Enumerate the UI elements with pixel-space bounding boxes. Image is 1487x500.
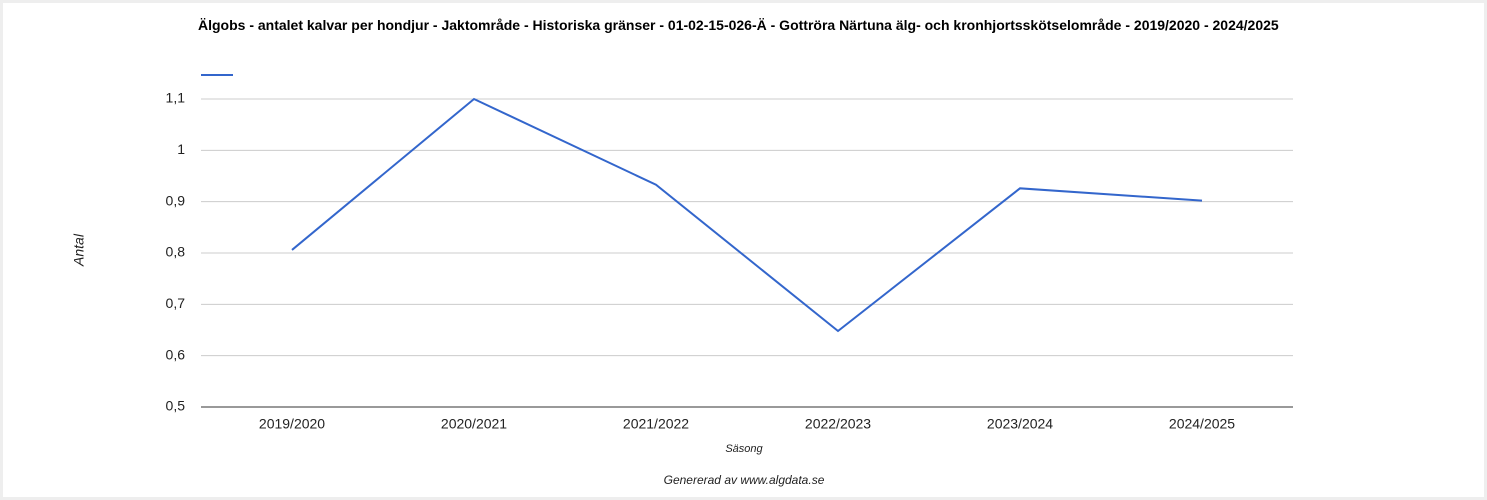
footer: Genererad av www.algdata.se [664,473,825,487]
y-tick-label: 1 [177,141,185,157]
y-tick-label: 0,8 [166,244,186,260]
data-line [291,97,1203,333]
y-tick-label: 0,7 [166,295,186,311]
y-tick-label: 0,5 [166,398,186,414]
chart-title: Älgobs - antalet kalvar per hondjur - Ja… [198,17,1279,33]
x-tick-label: 2023/2024 [987,416,1053,432]
x-tick-label: 2020/2021 [441,416,507,432]
y-tick-label: 1,1 [166,90,186,106]
y-axis-label: Antal [71,233,87,267]
x-tick-label: 2021/2022 [623,416,689,432]
y-tick-label: 0,6 [166,346,186,362]
x-tick-label: 2024/2025 [1169,416,1235,432]
x-tick-label: 2022/2023 [805,416,871,432]
x-axis-label: Säsong [725,443,763,455]
x-tick-label: 2019/2020 [259,416,325,432]
y-tick-label: 0,9 [166,192,186,208]
